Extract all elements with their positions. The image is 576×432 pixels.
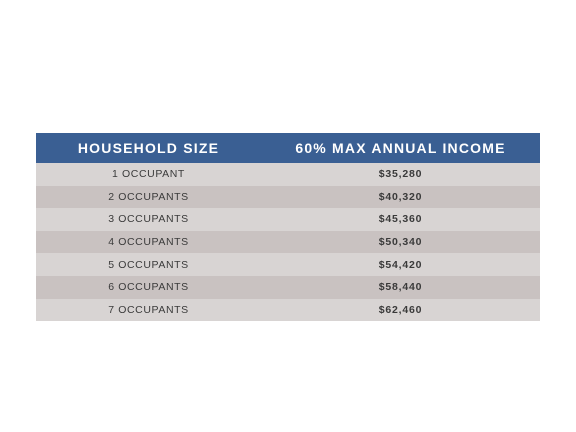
household-size-cell: 3 OCCUPANTS [108, 213, 189, 226]
household-size-cell: 2 OCCUPANTS [108, 190, 189, 203]
max-income-cell: $58,440 [378, 281, 423, 294]
max-income-cell: $45,360 [378, 213, 423, 226]
table-row: 6 OCCUPANTS $58,440 [36, 275, 540, 299]
max-income-cell: $54,420 [378, 258, 423, 271]
household-size-cell: 6 OCCUPANTS [108, 281, 189, 294]
max-income-cell: $40,320 [378, 190, 423, 203]
max-income-cell: $35,280 [378, 168, 423, 181]
max-income-cell: $62,460 [378, 303, 423, 316]
household-size-cell: 5 OCCUPANTS [108, 258, 189, 271]
max-income-cell: $50,340 [378, 236, 423, 249]
table-row: 7 OCCUPANTS $62,460 [36, 298, 540, 322]
table-row: 2 OCCUPANTS $40,320 [36, 185, 540, 209]
header-max-annual-income: 60% MAX ANNUAL INCOME [295, 140, 506, 156]
table-row: 4 OCCUPANTS $50,340 [36, 230, 540, 254]
table-row: 5 OCCUPANTS $54,420 [36, 253, 540, 276]
household-size-cell: 1 OCCUPANT [112, 168, 185, 181]
table-row: 1 OCCUPANT $35,280 [36, 163, 540, 186]
household-size-cell: 4 OCCUPANTS [108, 236, 189, 249]
header-household-size: HOUSEHOLD SIZE [77, 140, 220, 156]
income-table: HOUSEHOLD SIZE 60% MAX ANNUAL INCOME 1 O… [36, 133, 540, 322]
table-header: HOUSEHOLD SIZE 60% MAX ANNUAL INCOME [36, 133, 540, 163]
household-size-cell: 7 OCCUPANTS [108, 303, 189, 316]
table-row: 3 OCCUPANTS $45,360 [36, 208, 540, 231]
